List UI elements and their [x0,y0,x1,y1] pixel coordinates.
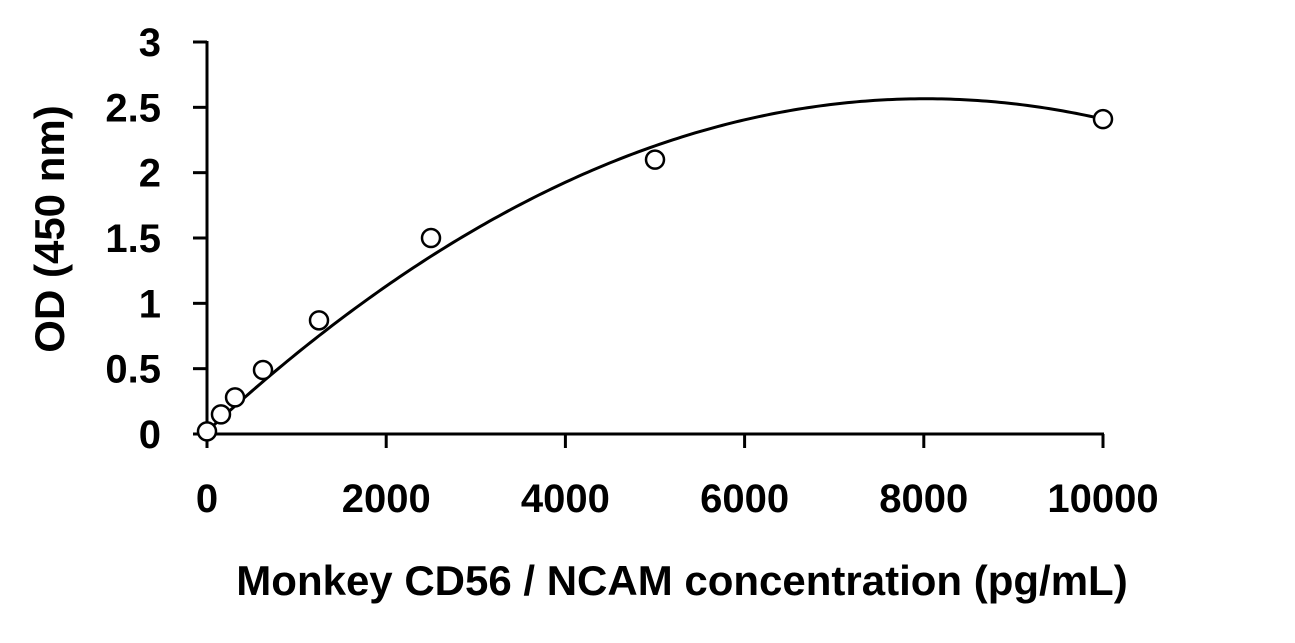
y-tick-label: 3 [139,21,161,65]
x-tick-label: 2000 [342,477,431,521]
data-point [420,227,442,249]
y-tick-label: 2.5 [105,86,161,130]
x-tick-label: 6000 [700,477,789,521]
y-tick-label: 0.5 [105,348,161,392]
x-tick-label: 0 [196,477,218,521]
data-point [1092,108,1114,130]
trendline-layer [205,97,1104,433]
x-axis-label: Monkey CD56 / NCAM concentration (pg/mL) [236,557,1127,604]
y-tick-label: 1.5 [105,217,161,261]
data-point [196,421,218,442]
tick-labels: 0 0.5 1 1.5 2 2.5 3 0 2000 4000 6000 8000 10000 [105,21,1158,521]
y-tick-label: 2 [139,152,161,196]
y-axis-label: OD (450 nm) [26,105,73,352]
data-point [252,359,274,381]
x-tick-label: 10000 [1047,477,1158,521]
data-point [644,149,666,170]
x-tick-label: 4000 [521,477,610,521]
data-points [196,108,1114,442]
data-point [224,387,246,408]
data-point [308,310,330,331]
y-tick-label: 1 [139,282,161,326]
x-tick-label: 8000 [879,477,968,521]
axes [193,40,1105,448]
y-tick-label: 0 [139,413,161,457]
trendline [205,97,1104,433]
data-point [210,404,232,425]
